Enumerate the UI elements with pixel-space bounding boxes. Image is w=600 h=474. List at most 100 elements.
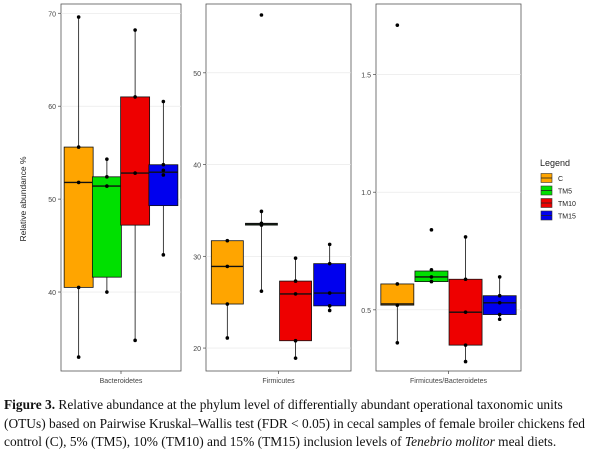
data-point	[76, 180, 81, 185]
data-point	[463, 310, 468, 314]
legend-label: TM15	[558, 214, 576, 221]
data-point	[259, 221, 264, 226]
panel-firmicutes: 20 30 40 50 Firmicutes	[193, 3, 352, 385]
box-tm10	[120, 28, 151, 343]
data-point	[497, 300, 502, 305]
panel-frame	[205, 3, 352, 372]
data-point	[133, 338, 137, 343]
data-point	[105, 184, 109, 188]
data-point	[133, 95, 137, 99]
y-tick-label: 1.5	[361, 73, 371, 80]
legend-item-tm10: TM10	[540, 198, 576, 208]
boxplot-figure: Relative abundance % 40 50 60 70 Bacteroidet…	[18, 3, 576, 385]
data-point	[327, 242, 332, 247]
data-point	[463, 235, 468, 239]
data-point	[497, 312, 502, 317]
legend-item-tm5: TM5	[540, 185, 572, 196]
box-body	[210, 240, 244, 305]
box-tm15	[148, 99, 179, 257]
caption-label: Figure 3.	[4, 397, 56, 412]
y-tick-label: 1.0	[361, 190, 371, 197]
data-point	[327, 304, 332, 308]
caption-species: Tenebrio molitor	[404, 434, 495, 449]
data-point	[161, 253, 166, 257]
box-tm5	[245, 13, 278, 293]
legend-items: C TM5 TM10 TM15	[540, 173, 576, 221]
y-tick-label: 50	[193, 71, 201, 78]
data-point	[429, 268, 434, 272]
data-point	[395, 340, 400, 345]
data-point	[225, 264, 230, 269]
legend-item-c: C	[540, 173, 563, 183]
y-tick-label: 70	[48, 11, 56, 18]
caption-text: Relative abundance at the phylum level o…	[4, 397, 585, 449]
data-point	[429, 228, 434, 232]
data-point	[395, 303, 400, 307]
box-tm10	[448, 235, 483, 364]
box-tm10	[279, 256, 312, 360]
data-point	[76, 285, 81, 290]
x-tick-label: Bacteroidetes	[100, 378, 143, 385]
data-point	[497, 317, 502, 322]
data-point	[293, 338, 298, 343]
data-point	[76, 145, 81, 149]
data-point	[395, 23, 400, 27]
data-point	[105, 175, 109, 179]
legend-label: TM5	[558, 189, 572, 196]
data-point	[161, 173, 166, 177]
box-body	[482, 295, 517, 315]
box-body	[91, 176, 122, 278]
box-body	[313, 263, 347, 307]
data-point	[259, 209, 264, 214]
data-point	[395, 282, 400, 286]
legend-label: C	[558, 176, 563, 183]
data-point	[161, 162, 166, 167]
box-tm15	[482, 275, 517, 322]
legend-label: TM10	[558, 201, 576, 208]
data-point	[293, 256, 298, 260]
data-point	[327, 308, 332, 313]
y-tick-label: 40	[48, 290, 56, 297]
data-point	[76, 355, 81, 359]
box-body	[63, 146, 94, 288]
data-point	[259, 13, 264, 17]
data-point	[497, 275, 502, 279]
y-tick-label: 60	[48, 104, 56, 111]
data-point	[463, 343, 468, 347]
data-point	[225, 302, 230, 306]
y-tick-label: 40	[193, 163, 201, 170]
box-tm5	[91, 157, 122, 294]
data-point	[293, 279, 298, 283]
data-point	[133, 28, 137, 32]
chart-panels: 40 50 60 70 Bacteroidetes 20 30 40 50 Firmicutes 0…	[48, 3, 522, 385]
data-point	[463, 359, 468, 364]
data-point	[76, 15, 81, 19]
data-point	[161, 99, 166, 104]
data-point	[463, 277, 468, 282]
y-tick-label: 0.5	[361, 308, 371, 315]
data-point	[293, 356, 298, 360]
box-tm5	[414, 228, 449, 284]
y-tick-label: 20	[193, 346, 201, 353]
box-body	[279, 280, 312, 342]
data-point	[105, 290, 109, 294]
data-point	[497, 293, 502, 298]
data-point	[225, 238, 230, 243]
box-c	[380, 23, 415, 345]
legend-title: Legend	[540, 158, 570, 168]
box-tm15	[313, 242, 347, 313]
box-c	[210, 238, 244, 340]
figure-caption: Figure 3. Relative abundance at the phyl…	[4, 396, 598, 452]
data-point	[225, 336, 230, 340]
panel-firmicutes-bacteroidetes: 0.5 1.0 1.5 Firmicutes/Bacteroidetes	[361, 3, 522, 385]
y-axis-label: Relative abundance %	[18, 156, 28, 242]
legend: Legend C TM5 TM10 TM15	[540, 158, 576, 221]
x-tick-label: Firmicutes	[262, 378, 295, 385]
panel-bacteroidetes: 40 50 60 70 Bacteroidetes	[48, 3, 182, 385]
data-point	[429, 279, 434, 284]
data-point	[327, 261, 332, 266]
y-tick-label: 50	[48, 197, 56, 204]
caption-text-end: meal diets.	[494, 434, 557, 449]
data-point	[105, 157, 109, 161]
box-c	[63, 15, 94, 359]
